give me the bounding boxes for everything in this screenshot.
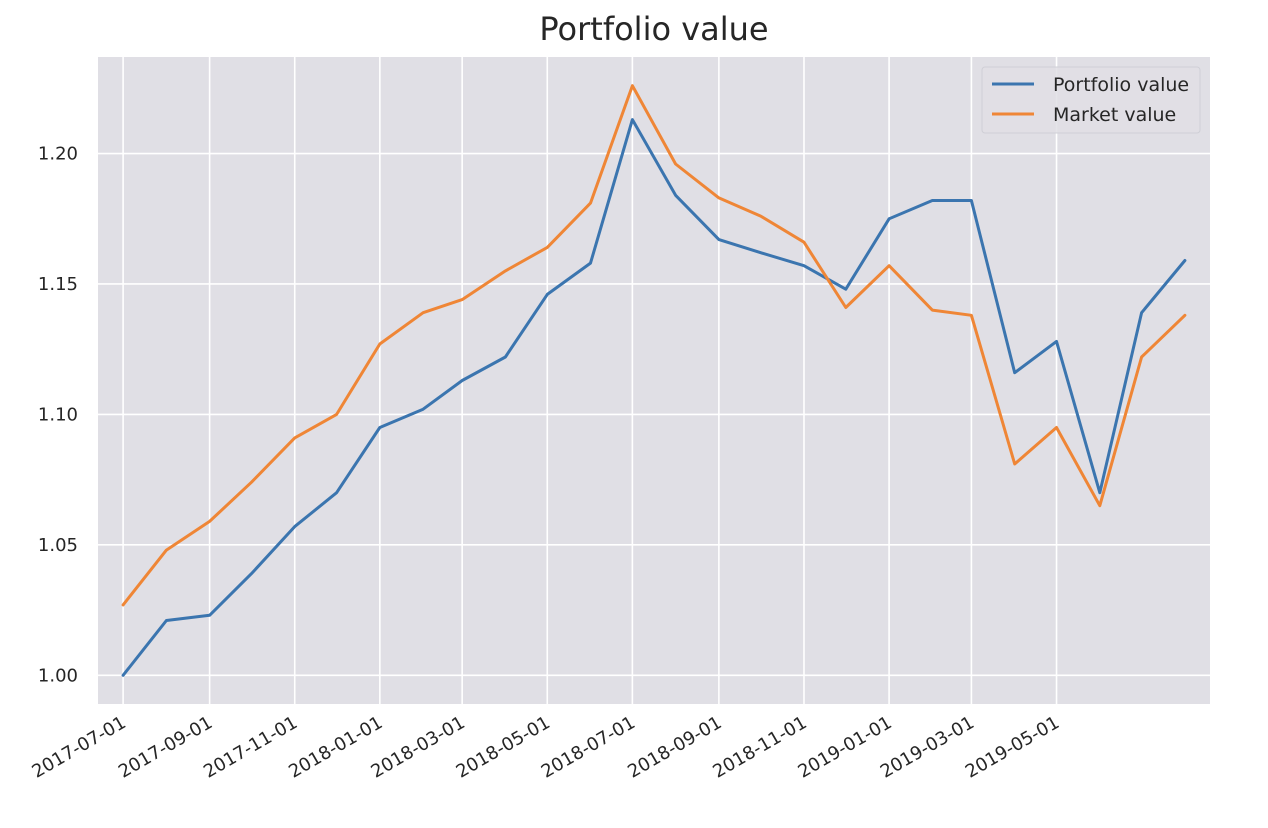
legend-box — [981, 66, 1201, 134]
x-tick-label: 2018-05-01 — [453, 712, 554, 782]
x-tick-label: 2018-03-01 — [368, 712, 469, 782]
series-line-portfolio — [121, 118, 1187, 677]
y-tick-label: 1.10 — [38, 404, 78, 425]
x-tick-label: 2017-09-01 — [115, 712, 216, 782]
legend-label: Market value — [1053, 104, 1176, 126]
series-line-market — [121, 84, 1187, 607]
x-tick-label: 2019-03-01 — [877, 712, 978, 782]
x-tick-label: 2018-11-01 — [709, 712, 810, 782]
x-tick-label: 2018-09-01 — [624, 712, 725, 782]
x-tick-label: 2018-07-01 — [538, 712, 639, 782]
x-tick-label: 2019-05-01 — [962, 712, 1063, 782]
x-tick-label: 2017-07-01 — [29, 712, 130, 782]
y-tick-label: 1.05 — [38, 535, 78, 556]
y-tick-label: 1.00 — [38, 665, 78, 686]
y-tick-label: 1.15 — [38, 274, 78, 295]
chart-title: Portfolio value — [539, 10, 769, 48]
x-tick-label: 2017-11-01 — [200, 712, 301, 782]
y-tick-label: 1.20 — [38, 144, 78, 165]
plot-background — [98, 57, 1210, 704]
legend-label: Portfolio value — [1053, 74, 1189, 96]
